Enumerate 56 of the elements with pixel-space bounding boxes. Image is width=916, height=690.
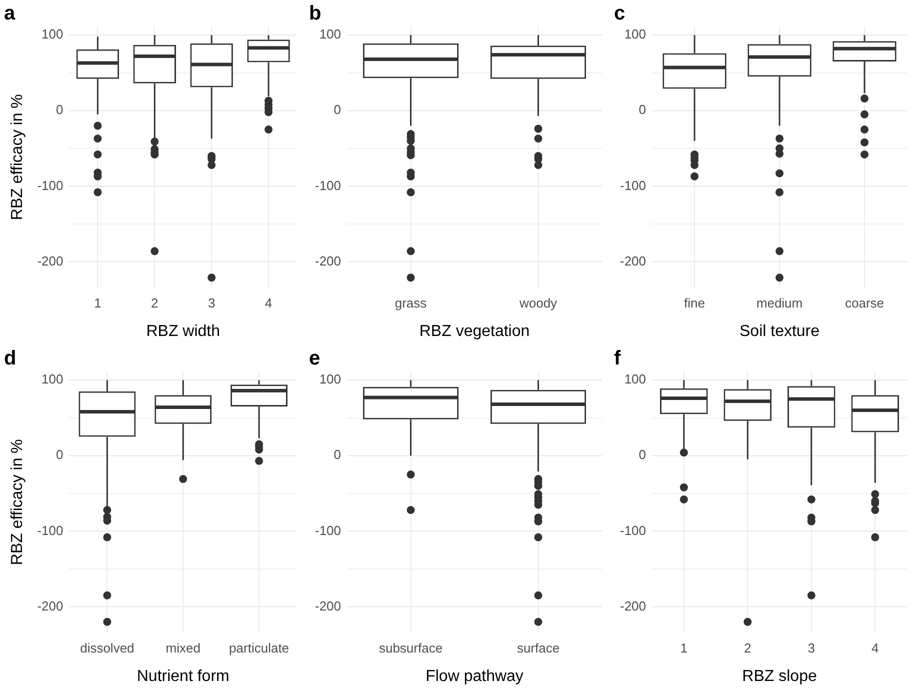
y-tick-label: -200 — [314, 598, 342, 614]
x-axis-title: RBZ width — [146, 322, 220, 340]
x-tick-label: mixed — [166, 640, 200, 656]
y-tick-label: 0 — [638, 102, 646, 118]
chart-title: e — [309, 348, 320, 370]
y-tick-label: -200 — [620, 253, 646, 268]
x-tick-label: 4 — [264, 296, 272, 311]
x-tick-label: coarse — [844, 296, 884, 311]
x-tick-label: grass — [394, 296, 428, 311]
x-tick-label: subsurface — [378, 640, 443, 656]
x-axis-title: Flow pathway — [426, 668, 524, 685]
x-tick-label: 3 — [808, 640, 815, 656]
y-tick-label: 0 — [334, 447, 342, 462]
y-tick-label: -100 — [37, 178, 64, 193]
y-tick-label: -200 — [37, 598, 64, 614]
x-axis-title: RBZ slope — [742, 668, 817, 685]
y-tick-label: -100 — [620, 522, 646, 538]
y-tick-label: 100 — [624, 372, 646, 387]
y-tick-label: 0 — [334, 102, 342, 118]
x-tick-label: 1 — [94, 296, 102, 311]
y-tick-label: 0 — [638, 447, 646, 462]
y-tick-label: 100 — [319, 372, 342, 387]
chart-title: c — [614, 2, 626, 25]
y-tick-label: -200 — [620, 598, 646, 614]
x-tick-label: 1 — [680, 640, 688, 656]
x-tick-label: 4 — [872, 640, 879, 656]
y-tick-label: -200 — [37, 253, 64, 268]
y-tick-label: 100 — [42, 26, 64, 42]
y-tick-label: -200 — [314, 253, 342, 268]
y-tick-label: 0 — [56, 447, 64, 462]
y-axis-title: RBZ efficacy in % — [9, 439, 26, 566]
y-tick-label: 100 — [624, 26, 646, 42]
chart-title: a — [4, 2, 16, 25]
y-tick-label: -100 — [620, 178, 646, 193]
x-tick-label: surface — [516, 640, 560, 656]
x-tick-label: fine — [684, 296, 705, 311]
x-axis-title: Soil texture — [739, 322, 820, 340]
y-tick-label: -100 — [314, 522, 342, 538]
chart-title: b — [309, 2, 322, 25]
y-tick-label: -100 — [37, 522, 64, 538]
x-axis-title: RBZ vegetation — [419, 322, 530, 340]
y-tick-label: -100 — [314, 178, 342, 193]
x-tick-label: 2 — [151, 296, 158, 311]
x-tick-label: particulate — [229, 640, 290, 656]
x-axis-title: Nutrient form — [136, 668, 230, 685]
x-tick-label: dissolved — [80, 640, 134, 656]
y-tick-label: 100 — [42, 372, 64, 387]
y-tick-label: 0 — [56, 102, 64, 118]
y-axis-title: RBZ efficacy in % — [9, 94, 26, 220]
x-tick-label: woody — [518, 296, 558, 311]
x-tick-label: 2 — [744, 640, 752, 656]
y-tick-label: 100 — [319, 26, 342, 42]
chart-title: d — [4, 348, 16, 370]
x-tick-label: medium — [756, 296, 803, 311]
chart-title: f — [614, 348, 621, 370]
x-tick-label: 3 — [208, 296, 216, 311]
